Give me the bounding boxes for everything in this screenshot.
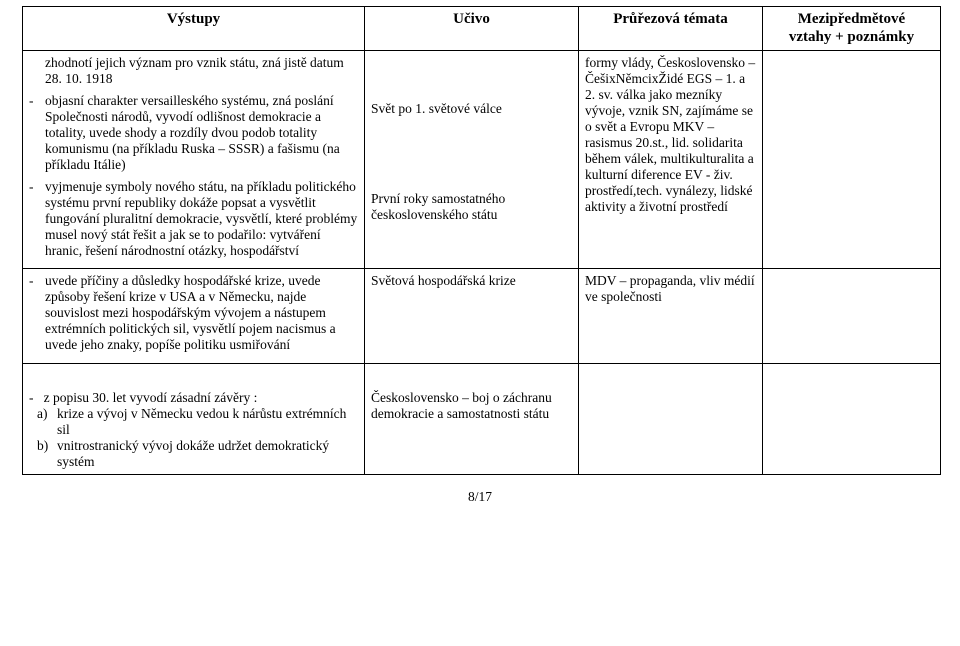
page-number: 8/17 [0, 489, 960, 505]
header-row: Výstupy Učivo Průřezová témata Mezipředm… [23, 7, 941, 51]
header-ucivo: Učivo [365, 7, 579, 51]
cell-prurez-3 [579, 364, 763, 475]
cell-ucivo-1: Svět po 1. světové válce První roky samo… [365, 51, 579, 269]
ucivo-1b: První roky samostatného československého… [371, 191, 572, 223]
cell-ucivo-3: Československo – boj o záchranu demokrac… [365, 364, 579, 475]
vystupy-item-1a: objasní charakter versailleského systému… [29, 93, 358, 173]
vystupy-intro: zhodnotí jejich význam pro vznik státu, … [29, 55, 358, 87]
cell-vystupy-1: zhodnotí jejich význam pro vznik státu, … [23, 51, 365, 269]
curriculum-table: Výstupy Učivo Průřezová témata Mezipředm… [22, 6, 941, 475]
header-vystupy: Výstupy [23, 7, 365, 51]
vystupy-3a: a)krize a vývoj v Německu vedou k nárůst… [29, 406, 358, 438]
cell-prurez-2: MDV – propaganda, vliv médií ve společno… [579, 269, 763, 364]
body-row-1: zhodnotí jejich význam pro vznik státu, … [23, 51, 941, 269]
header-mezipredmetove: Mezipředmětové vztahy + poznámky [763, 7, 941, 51]
cell-mezi-3 [763, 364, 941, 475]
cell-mezi-2 [763, 269, 941, 364]
vystupy-item-2: uvede příčiny a důsledky hospodářské kri… [29, 273, 358, 353]
vystupy-list-2: uvede příčiny a důsledky hospodářské kri… [29, 273, 358, 353]
cell-vystupy-2: uvede příčiny a důsledky hospodářské kri… [23, 269, 365, 364]
cell-vystupy-3: - z popisu 30. let vyvodí zásadní závěry… [23, 364, 365, 475]
cell-mezi-1 [763, 51, 941, 269]
header-prurezova: Průřezová témata [579, 7, 763, 51]
vystupy-item-1b: vyjmenuje symboly nového státu, na příkl… [29, 179, 358, 259]
vystupy-3-lead: - z popisu 30. let vyvodí zásadní závěry… [29, 390, 358, 406]
vystupy-3b: b)vnitrostranický vývoj dokáže udržet de… [29, 438, 358, 470]
vystupy-3-letters: a)krize a vývoj v Německu vedou k nárůst… [29, 406, 358, 470]
cell-prurez-1: formy vlády, Československo – ČešixNěmci… [579, 51, 763, 269]
body-row-2: uvede příčiny a důsledky hospodářské kri… [23, 269, 941, 364]
cell-ucivo-2: Světová hospodářská krize [365, 269, 579, 364]
ucivo-1a: Svět po 1. světové válce [371, 101, 572, 117]
body-row-3: - z popisu 30. let vyvodí zásadní závěry… [23, 364, 941, 475]
vystupy-list-1: objasní charakter versailleského systému… [29, 93, 358, 258]
